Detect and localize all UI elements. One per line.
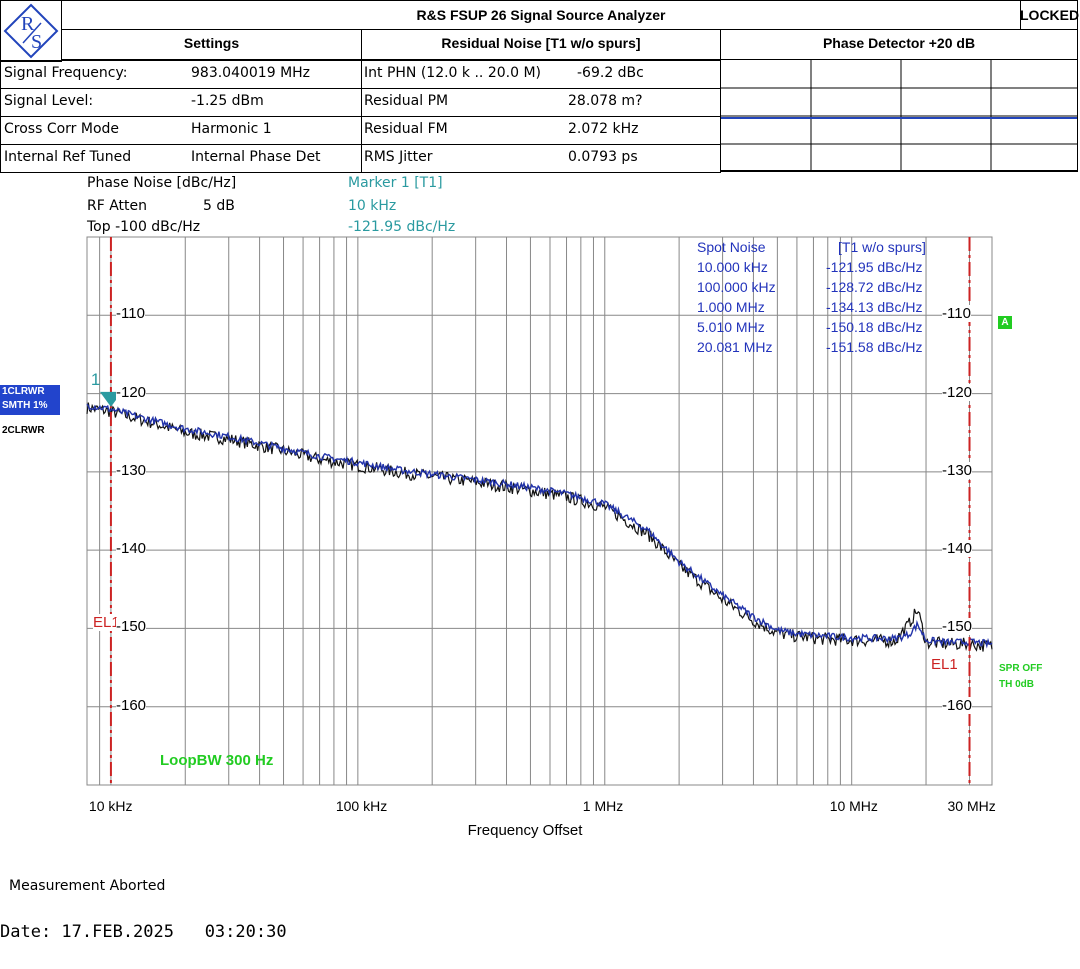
marker-title: Marker 1 [T1] [348,175,443,191]
y-tick-right: -130 [942,461,973,479]
spot-noise-freq: 20.081 MHz [697,339,773,355]
x-tick-label: 1 MHz [582,798,624,814]
residual-row: Residual FM 2.072 kHz [361,116,721,145]
plot-traces [86,402,993,652]
logo-text: R [21,13,35,35]
el-right-label: EL1 [931,656,958,673]
trace-2-line [86,402,993,652]
trace-1-line [86,403,993,649]
residual-label: Int PHN (12.0 k .. 20.0 M) [364,65,541,81]
y-tick-left: -110 [116,305,145,323]
phase-noise-chart: 1 [86,236,993,786]
rf-atten-value: 5 dB [203,198,235,214]
spot-noise-value: -134.13 dBc/Hz [826,299,923,315]
spot-noise-freq: 1.000 MHz [697,299,765,315]
svg-text:S: S [31,31,42,53]
y-tick-right: -120 [942,383,973,401]
header-table: R S R&S FSUP 26 Signal Source Analyzer L… [0,0,1079,173]
plot-area [86,236,993,786]
date-stamp: Date: 17.FEB.2025 03:20:30 [0,922,287,942]
trace1-badge[interactable]: 1CLRWR SMTH 1% [0,385,60,415]
settings-label: Signal Frequency: [4,65,128,81]
residual-label: Residual FM [364,121,448,137]
spr-off-label: SPR OFF [999,663,1043,674]
residual-label: Residual PM [364,93,449,109]
residual-label: RMS Jitter [364,149,433,165]
phase-detector-grid [720,59,1078,172]
spot-noise-trace-title: [T1 w/o spurs] [838,239,926,255]
spot-noise-freq: 10.000 kHz [697,259,768,275]
spot-noise-value: -128.72 dBc/Hz [826,279,923,295]
trace2-label[interactable]: 2CLRWR [2,425,45,436]
threshold-label: TH 0dB [999,679,1034,690]
residual-row: Residual PM 28.078 m? [361,88,721,117]
rs-logo-icon: R S [3,3,59,59]
y-tick-left: -160 [116,696,147,714]
spot-noise-freq: 100.000 kHz [697,279,776,295]
y-tick-left: -130 [116,461,147,479]
y-tick-right: -110 [942,305,971,323]
a-badge: A [998,316,1012,329]
residual-row: RMS Jitter 0.0793 ps [361,144,721,173]
spot-noise-value: -121.95 dBc/Hz [826,259,923,275]
trace1-smoothing: SMTH 1% [2,400,48,411]
settings-row: Internal Ref Tuned Internal Phase Det [0,144,362,173]
y-tick-left: -120 [116,383,147,401]
trace1-mode: 1CLRWR [2,386,45,397]
settings-label: Signal Level: [4,93,94,109]
spot-noise-value: -150.18 dBc/Hz [826,319,923,335]
settings-value: Internal Phase Det [191,149,321,165]
y-tick-right: -140 [942,540,973,558]
marker-value: -121.95 dBc/Hz [348,219,456,235]
logo-box: R S [0,0,62,62]
marker-1-number: 1 [91,370,100,389]
settings-row: Signal Frequency: 983.040019 MHz [0,60,362,89]
y-tick-right: -160 [942,696,973,714]
settings-value: -1.25 dBm [191,93,264,109]
phase-noise-label: Phase Noise [dBc/Hz] [87,175,237,191]
settings-value: 983.040019 MHz [191,65,311,81]
residual-value: 28.078 m? [568,93,643,109]
measurement-status: Measurement Aborted [9,878,166,894]
el-lines [109,237,971,785]
y-tick-left: -140 [116,540,147,558]
spot-noise-freq: 5.010 MHz [697,319,765,335]
spot-noise-value: -151.58 dBc/Hz [826,339,923,355]
residual-value: 2.072 kHz [568,121,639,137]
rf-atten-label: RF Atten [87,198,148,214]
x-tick-label: 10 kHz [88,798,133,814]
x-tick-label: 10 MHz [829,798,878,814]
settings-value: Harmonic 1 [191,121,272,137]
marker-frequency: 10 kHz [348,198,397,214]
y-tick-right: -150 [942,618,973,636]
y-tick-left: -150 [116,618,147,636]
residual-value: 0.0793 ps [568,149,638,165]
residual-value: -69.2 dBc [577,65,644,81]
settings-label: Cross Corr Mode [4,121,120,137]
x-axis-label: Frequency Offset [467,822,583,839]
spot-noise-title: Spot Noise [697,239,766,255]
x-tick-label: 100 kHz [335,798,388,814]
top-level-label: Top -100 dBc/Hz [87,219,201,235]
loop-bw-label: LoopBW 300 Hz [160,752,274,769]
settings-label: Internal Ref Tuned [4,149,132,165]
x-tick-label: 30 MHz [947,798,996,814]
el-left-label: EL1 [93,614,120,631]
